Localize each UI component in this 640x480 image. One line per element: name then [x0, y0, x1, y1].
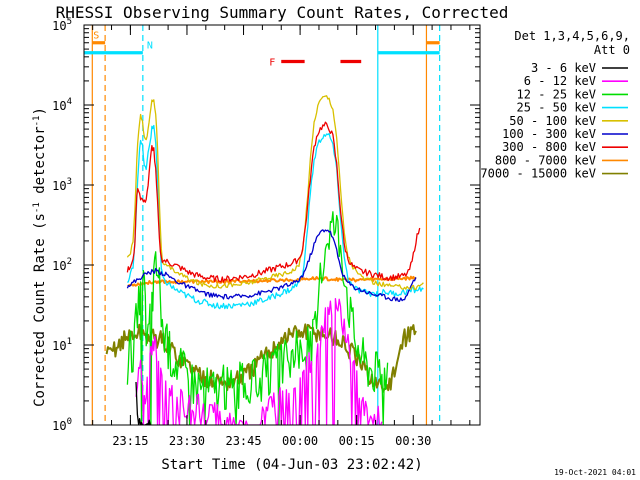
y-tick-label-2: 102	[52, 257, 72, 273]
flag-label-1: N	[147, 41, 153, 52]
y-axis-label-mid: detector	[32, 126, 48, 202]
footer-timestamp: 19-Oct-2021 04:01	[554, 468, 636, 477]
series-line-5	[126, 229, 417, 302]
flag-label-4: F	[269, 57, 275, 68]
x-tick-label-5: 00:30	[395, 434, 431, 448]
x-tick-label-1: 23:30	[169, 434, 205, 448]
legend-label-2: 12 - 25 keV	[517, 87, 596, 101]
legend-label-8: 7000 - 15000 keV	[480, 167, 596, 181]
series-line-8	[105, 323, 417, 393]
x-axis-label: Start Time (04-Jun-03 23:02:42)	[161, 457, 422, 473]
y-axis-label-main: Corrected Count Rate (s	[32, 213, 48, 407]
plot-area	[91, 25, 441, 425]
y-tick-label-0: 100	[52, 417, 72, 433]
y-axis-label-sup1: -1	[32, 202, 42, 213]
legend-header-line-1: Det 1,3,4,5,6,9,	[514, 29, 630, 43]
legend-label-0: 3 - 6 keV	[531, 61, 596, 75]
legend-label-5: 100 - 300 keV	[502, 127, 596, 141]
series-line-3	[127, 124, 424, 310]
legend-label-7: 800 - 7000 keV	[495, 153, 596, 167]
x-tick-label-3: 00:00	[282, 434, 318, 448]
legend-label-3: 25 - 50 keV	[517, 101, 596, 115]
series-line-4	[126, 95, 424, 290]
legend-label-4: 50 - 100 keV	[509, 114, 596, 128]
y-axis-label: Corrected Count Rate (s-1 detector-1)	[32, 107, 48, 407]
legend-label-6: 300 - 800 keV	[502, 140, 596, 154]
y-tick-label-1: 101	[52, 337, 72, 353]
x-tick-label-4: 00:15	[339, 434, 375, 448]
series-line-1	[135, 297, 383, 425]
series-line-6	[126, 121, 421, 283]
y-tick-label-4: 104	[52, 97, 72, 113]
series-line-2	[126, 211, 389, 425]
x-tick-label-0: 23:15	[112, 434, 148, 448]
legend-label-1: 6 - 12 keV	[524, 74, 596, 88]
legend-header-line-2: Att 0	[594, 43, 630, 57]
flag-label-0: S	[93, 31, 99, 42]
x-tick-label-2: 23:45	[225, 434, 261, 448]
series-line-7	[127, 275, 417, 287]
y-tick-label-3: 103	[52, 177, 72, 193]
y-tick-label-5: 105	[52, 17, 72, 33]
plot-frame	[83, 24, 481, 426]
y-axis-label-sup2: -1	[32, 116, 42, 127]
y-axis-label-end: )	[32, 107, 48, 115]
chart-title: RHESSI Observing Summary Count Rates, Co…	[56, 3, 509, 22]
